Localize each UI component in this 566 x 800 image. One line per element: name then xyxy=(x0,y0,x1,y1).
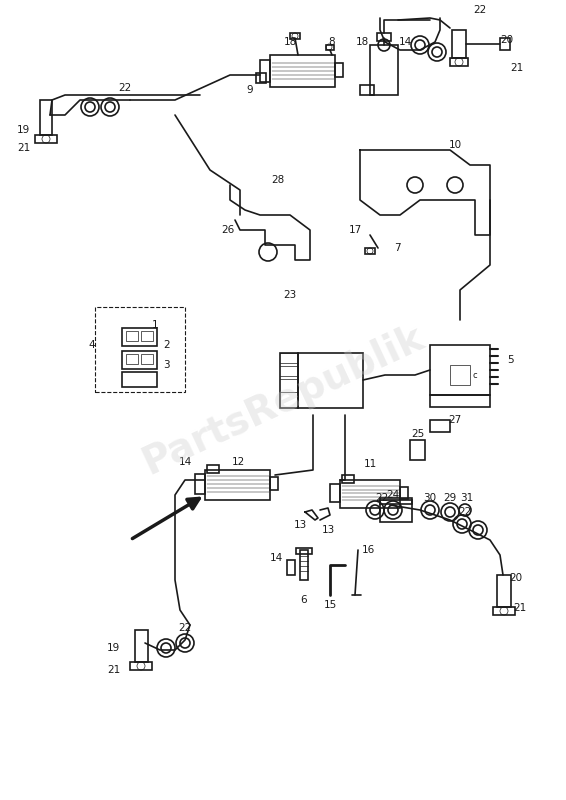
Bar xyxy=(122,351,157,369)
Text: 29: 29 xyxy=(443,493,457,503)
Text: 15: 15 xyxy=(323,600,337,610)
Text: 16: 16 xyxy=(361,545,375,555)
Bar xyxy=(342,475,354,483)
Bar xyxy=(270,477,278,490)
Text: c: c xyxy=(473,370,477,379)
Text: 30: 30 xyxy=(423,493,436,503)
Bar xyxy=(360,85,374,95)
Text: 18: 18 xyxy=(355,37,368,47)
Bar xyxy=(126,354,138,364)
Text: 21: 21 xyxy=(513,603,526,613)
Bar xyxy=(280,353,298,408)
Text: 14: 14 xyxy=(178,457,192,467)
Text: 23: 23 xyxy=(284,290,297,300)
Bar xyxy=(95,307,185,392)
Bar xyxy=(35,135,57,143)
Text: 20: 20 xyxy=(500,35,513,45)
Text: 13: 13 xyxy=(321,525,335,535)
Bar xyxy=(335,63,343,77)
Bar xyxy=(380,500,412,522)
Bar xyxy=(205,470,270,500)
Text: 24: 24 xyxy=(387,490,400,500)
Bar xyxy=(207,465,219,473)
Text: 21: 21 xyxy=(17,143,30,153)
Bar xyxy=(256,73,266,83)
Text: 9: 9 xyxy=(247,85,254,95)
Bar xyxy=(370,45,398,95)
Text: 31: 31 xyxy=(460,493,474,503)
Text: 19: 19 xyxy=(107,643,120,653)
Text: 26: 26 xyxy=(221,225,235,235)
Bar xyxy=(493,607,515,615)
Bar xyxy=(326,45,334,50)
Bar xyxy=(377,33,391,41)
Bar xyxy=(500,38,510,50)
Text: 14: 14 xyxy=(270,553,283,563)
Text: 18: 18 xyxy=(284,37,297,47)
Text: 28: 28 xyxy=(271,175,285,185)
Bar xyxy=(410,440,425,460)
Bar xyxy=(126,331,138,341)
Bar xyxy=(330,484,340,502)
Bar xyxy=(430,420,450,432)
Bar xyxy=(298,353,363,408)
Bar xyxy=(450,58,468,66)
Bar xyxy=(270,55,335,87)
Text: 22: 22 xyxy=(118,83,132,93)
Text: 7: 7 xyxy=(394,243,400,253)
Bar xyxy=(296,548,312,554)
Bar xyxy=(122,372,157,387)
Text: 27: 27 xyxy=(448,415,462,425)
Bar xyxy=(450,365,470,385)
Text: 1: 1 xyxy=(152,320,158,330)
Text: 8: 8 xyxy=(329,37,335,47)
Bar xyxy=(260,60,270,82)
Bar xyxy=(141,354,153,364)
Bar xyxy=(130,662,152,670)
Text: 3: 3 xyxy=(164,360,170,370)
Text: 22: 22 xyxy=(375,493,389,503)
Bar xyxy=(287,560,295,575)
Bar xyxy=(430,395,490,407)
Text: 19: 19 xyxy=(17,125,30,135)
Bar xyxy=(452,30,466,58)
Bar xyxy=(40,100,52,135)
Text: 17: 17 xyxy=(349,225,362,235)
Text: 22: 22 xyxy=(473,5,487,15)
Text: 14: 14 xyxy=(398,37,411,47)
Text: 22: 22 xyxy=(178,623,192,633)
Text: 13: 13 xyxy=(293,520,307,530)
Bar xyxy=(135,630,148,662)
Bar xyxy=(497,575,511,607)
Text: 2: 2 xyxy=(164,340,170,350)
Bar xyxy=(340,480,400,508)
Text: 20: 20 xyxy=(509,573,522,583)
Bar xyxy=(290,33,300,39)
Text: 22: 22 xyxy=(458,507,471,517)
Text: 10: 10 xyxy=(448,140,461,150)
Bar xyxy=(400,487,408,499)
Bar xyxy=(365,248,375,254)
Bar xyxy=(430,345,490,395)
Text: 21: 21 xyxy=(107,665,120,675)
Text: 12: 12 xyxy=(231,457,245,467)
Text: 6: 6 xyxy=(301,595,307,605)
Text: 4: 4 xyxy=(88,340,95,350)
Text: 21: 21 xyxy=(510,63,523,73)
Bar xyxy=(300,550,308,580)
Text: 25: 25 xyxy=(411,429,424,439)
Bar xyxy=(122,328,157,346)
Bar xyxy=(141,331,153,341)
Text: 11: 11 xyxy=(363,459,376,469)
Bar xyxy=(380,498,412,504)
Text: 5: 5 xyxy=(507,355,513,365)
Bar xyxy=(195,474,205,494)
Text: PartsRepublik: PartsRepublik xyxy=(136,318,430,482)
